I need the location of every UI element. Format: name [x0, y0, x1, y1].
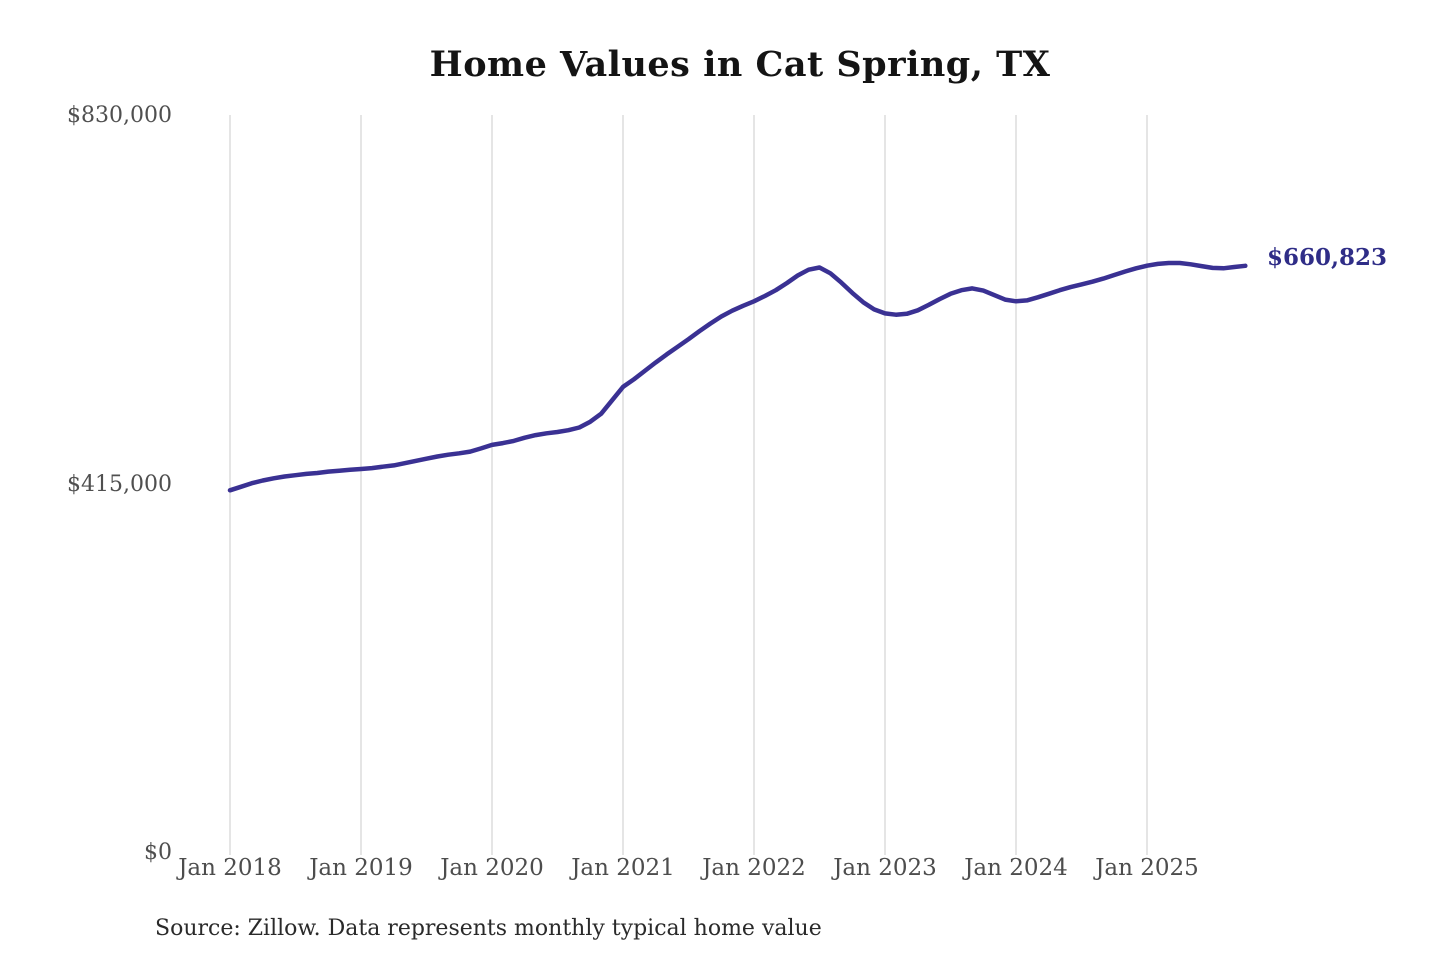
x-axis-tick-label: Jan 2025	[1095, 855, 1199, 881]
x-axis-tick-label: Jan 2018	[178, 855, 282, 881]
x-axis-tick-label: Jan 2023	[833, 855, 937, 881]
y-axis-tick-label: $0	[144, 840, 172, 865]
source-note: Source: Zillow. Data represents monthly …	[155, 916, 822, 941]
y-axis-tick-label: $415,000	[67, 472, 172, 497]
x-axis-tick-label: Jan 2020	[440, 855, 544, 881]
x-axis-tick-label: Jan 2022	[702, 855, 806, 881]
x-axis-tick-label: Jan 2024	[964, 855, 1068, 881]
y-axis-tick-label: $830,000	[67, 103, 172, 128]
x-axis-tick-label: Jan 2019	[309, 855, 413, 881]
x-axis-tick-label: Jan 2021	[571, 855, 675, 881]
chart-title: Home Values in Cat Spring, TX	[429, 44, 1051, 85]
latest-value-label: $660,823	[1267, 244, 1388, 271]
home-value-line	[227, 260, 1248, 493]
